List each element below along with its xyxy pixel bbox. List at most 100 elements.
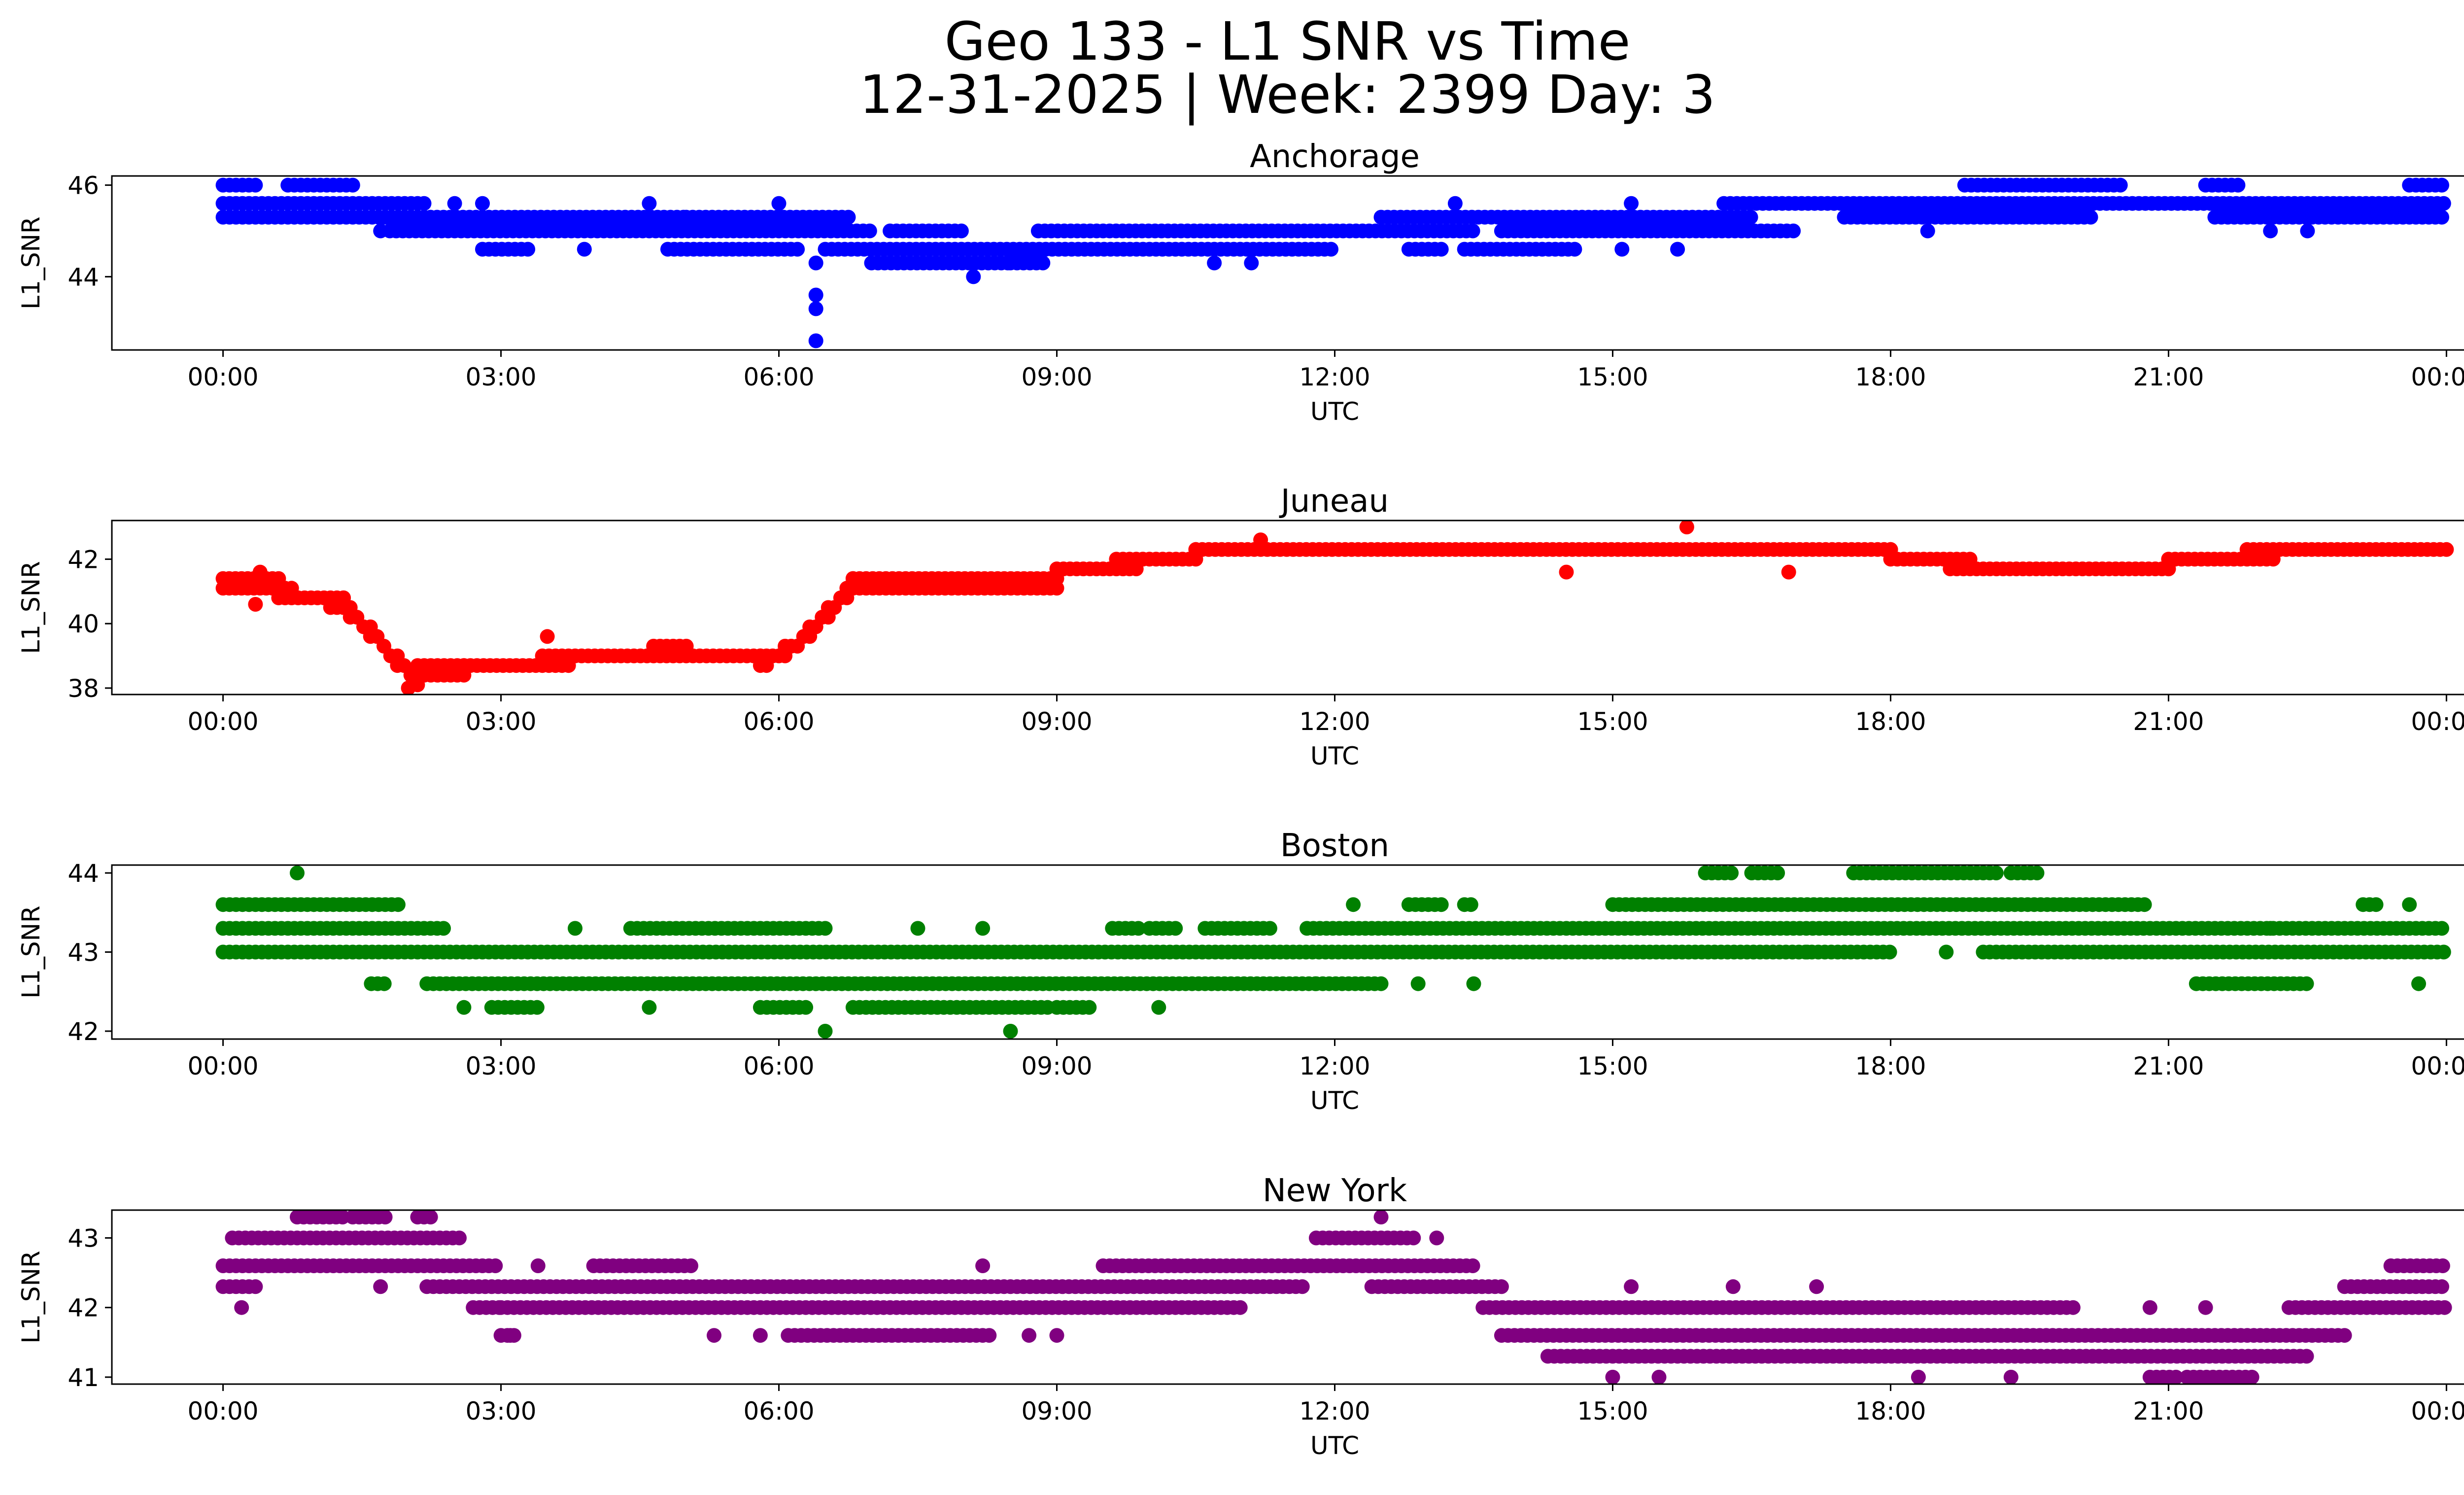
- data-point: [1679, 521, 1694, 535]
- data-point: [975, 1258, 991, 1273]
- data-point: [1567, 242, 1582, 257]
- data-point: [475, 196, 490, 211]
- data-point: [2435, 1258, 2450, 1273]
- data-point: [818, 921, 833, 936]
- data-point: [377, 1210, 393, 1225]
- data-point: [2083, 209, 2098, 225]
- data-point: [808, 333, 823, 348]
- data-point: [290, 866, 305, 880]
- y-axis-label: L1_SNR: [17, 561, 45, 654]
- subplot-boston: Boston 00:00 03:00 06:00 09:00 12:00 15:00 18:0…: [17, 828, 2464, 1115]
- data-point: [1743, 209, 1758, 225]
- y-axis-label: L1_SNR: [17, 1251, 45, 1344]
- data-point: [530, 1258, 546, 1273]
- data-point: [2230, 177, 2246, 193]
- data-point: [2299, 1349, 2314, 1364]
- data-point: [798, 1000, 814, 1015]
- data-point: [447, 196, 462, 211]
- y-tick-label: 41: [68, 1363, 99, 1392]
- data-point: [910, 921, 925, 936]
- data-point: [1434, 897, 1449, 912]
- data-point: [376, 976, 392, 991]
- data-point: [1770, 866, 1785, 880]
- data-point: [2434, 209, 2449, 225]
- y-tick-label: 44: [68, 859, 99, 888]
- x-axis-label: UTC: [1310, 742, 1359, 770]
- x-tick-label: 06:00: [743, 363, 814, 391]
- x-tick-label: 00:00: [188, 363, 259, 391]
- x-tick-label: 21:00: [2133, 363, 2204, 391]
- x-axis-label: UTC: [1310, 1431, 1359, 1460]
- x-tick-label: 03:00: [466, 707, 537, 736]
- x-tick-label: 00:00: [2411, 363, 2464, 391]
- y-tick-label: 42: [68, 545, 99, 574]
- data-point: [2029, 866, 2045, 880]
- data-point: [1809, 1279, 1824, 1294]
- data-point: [2263, 921, 2278, 936]
- data-point: [234, 1300, 249, 1315]
- data-point: [2439, 542, 2454, 557]
- data-point: [808, 301, 823, 316]
- data-point: [248, 1279, 263, 1294]
- data-point: [577, 242, 592, 257]
- data-point: [2244, 1369, 2259, 1384]
- data-point: [1346, 897, 1361, 912]
- data-point: [1373, 976, 1389, 991]
- data-point: [1429, 1230, 1444, 1246]
- data-point: [568, 921, 582, 936]
- x-tick-label: 15:00: [1577, 1397, 1648, 1425]
- x-tick-label: 12:00: [1299, 707, 1370, 736]
- data-point: [1253, 532, 1268, 548]
- data-point: [248, 177, 263, 193]
- data-point: [1244, 255, 1259, 271]
- data-point: [2299, 976, 2314, 991]
- data-point: [1670, 242, 1685, 257]
- data-point: [1494, 1279, 1509, 1294]
- subplot-title: Anchorage: [1250, 139, 1420, 175]
- data-point: [841, 209, 856, 225]
- x-tick-label: 18:00: [1855, 707, 1926, 736]
- x-tick-label: 00:00: [2411, 1397, 2464, 1425]
- x-tick-label: 06:00: [743, 1052, 814, 1080]
- x-tick-label: 03:00: [466, 363, 537, 391]
- data-point: [1651, 1369, 1667, 1384]
- data-point: [2434, 921, 2449, 936]
- y-tick-label: 38: [68, 674, 99, 703]
- data-point: [2437, 1300, 2452, 1315]
- x-tick-label: 12:00: [1299, 363, 1370, 391]
- data-point: [684, 1258, 698, 1273]
- x-tick-label: 21:00: [2133, 707, 2204, 736]
- data-point: [1725, 1279, 1741, 1294]
- data-point: [401, 680, 416, 695]
- data-point: [1207, 255, 1222, 271]
- x-tick-label: 12:00: [1299, 1052, 1370, 1080]
- data-point: [2113, 177, 2128, 193]
- data-point: [1465, 223, 1480, 239]
- data-point: [1605, 1369, 1620, 1384]
- data-point: [1168, 921, 1183, 936]
- data-point: [2434, 177, 2449, 193]
- data-point: [1624, 196, 1639, 211]
- data-point: [1232, 1300, 1248, 1315]
- data-point: [1324, 242, 1338, 257]
- data-point: [2411, 976, 2426, 991]
- x-tick-label: 21:00: [2133, 1052, 2204, 1080]
- x-axis-label: UTC: [1310, 397, 1359, 426]
- series-points: [215, 866, 2451, 1039]
- x-tick-label: 00:00: [188, 1052, 259, 1080]
- data-point: [1262, 921, 1277, 936]
- data-point: [818, 1024, 833, 1039]
- data-point: [790, 242, 805, 257]
- x-tick-label: 00:00: [2411, 1052, 2464, 1080]
- y-tick-label: 46: [68, 172, 99, 200]
- data-point: [1786, 223, 1801, 239]
- series-points: [215, 521, 2454, 695]
- data-point: [2368, 897, 2384, 912]
- data-point: [503, 1328, 518, 1343]
- x-tick-label: 21:00: [2133, 1397, 2204, 1425]
- data-point: [1295, 1279, 1310, 1294]
- data-point: [488, 1258, 503, 1273]
- data-point: [390, 897, 406, 912]
- data-point: [452, 1230, 467, 1246]
- data-point: [1447, 196, 1463, 211]
